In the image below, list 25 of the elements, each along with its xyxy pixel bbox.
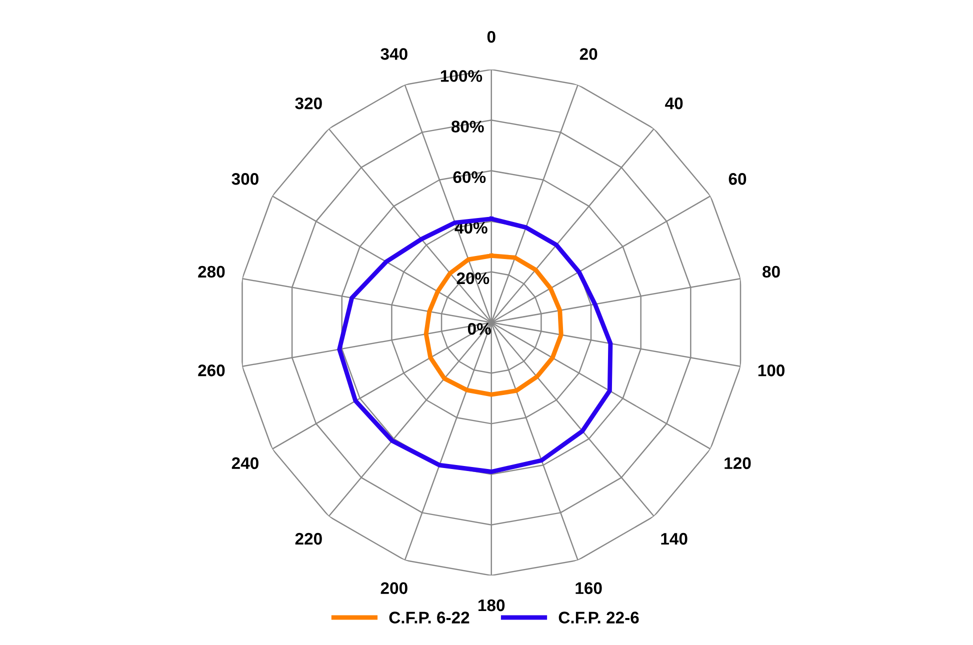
y-tick-label: 60% <box>453 171 486 184</box>
spoke-label: 340 <box>380 48 408 60</box>
spoke-label: 200 <box>380 582 408 594</box>
y-tick-label: 20% <box>456 272 490 284</box>
spoke-label: 100 <box>758 364 784 376</box>
spoke-label: 220 <box>295 532 322 545</box>
spoke-label: 240 <box>232 457 258 470</box>
spoke-label: 320 <box>295 97 322 110</box>
y-tick-label: 100% <box>440 70 482 82</box>
spoke-label: 120 <box>724 457 751 470</box>
spoke-label: 140 <box>661 532 688 545</box>
legend-label: C.F.P. 22-6 <box>558 612 639 624</box>
spoke-label: 60 <box>728 173 746 185</box>
spoke-label: 260 <box>198 364 225 376</box>
spoke-label: 40 <box>665 97 683 110</box>
y-tick-label: 0% <box>468 322 491 335</box>
spoke-label: 0 <box>487 30 496 43</box>
legend-label: C.F.P. 6-22 <box>389 612 470 624</box>
spoke-label: 180 <box>478 599 505 612</box>
spoke-label: 300 <box>232 173 258 185</box>
spoke-label: 280 <box>198 266 225 278</box>
y-tick-label: 80% <box>451 120 484 132</box>
spoke-label: 80 <box>762 266 780 278</box>
spoke-label: 160 <box>576 582 602 594</box>
spoke-label: 20 <box>580 48 598 60</box>
